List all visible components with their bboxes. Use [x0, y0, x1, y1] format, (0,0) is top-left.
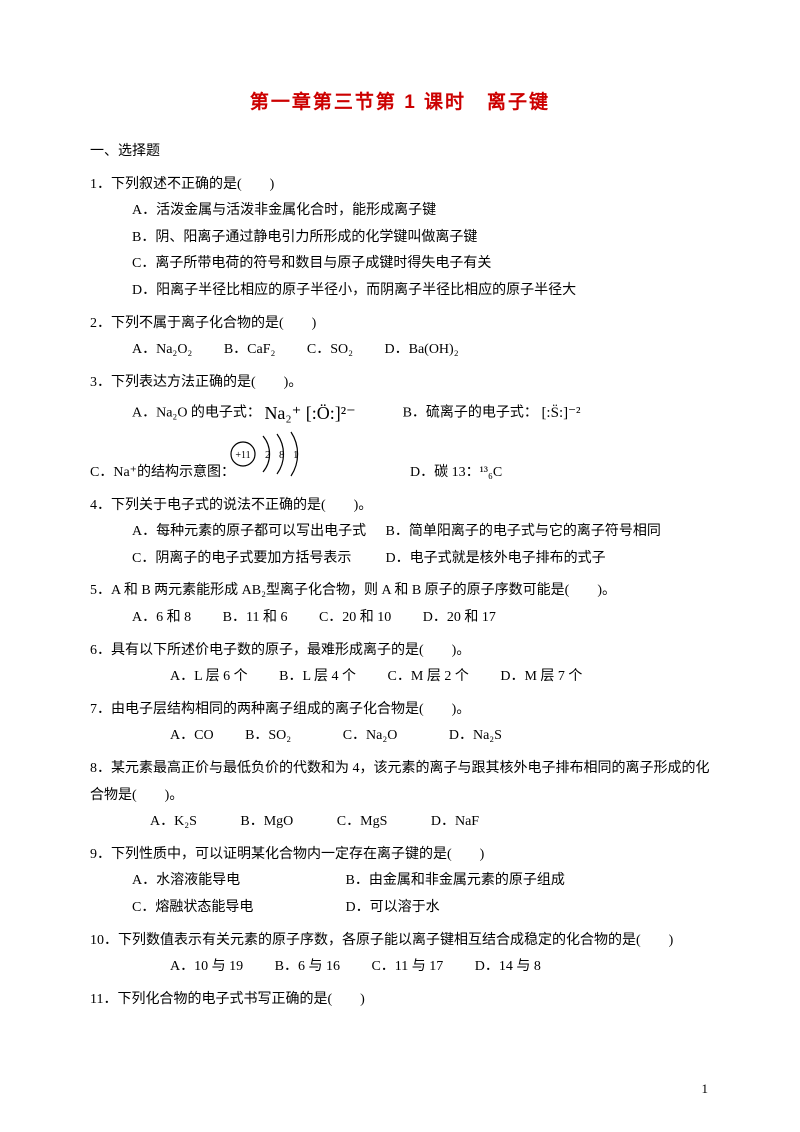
q8-option-b: B．MgO — [240, 809, 293, 836]
q6-option-a: A．L 层 6 个 — [170, 664, 248, 691]
q3-option-a-prefix: A．Na₂O 的电子式： — [132, 406, 261, 421]
q2-option-c: C．SO₂ — [307, 337, 353, 364]
atom-structure-diagram: +11 2 8 1 — [225, 428, 311, 491]
page-title: 第一章第三节第 1 课时 离子键 — [90, 85, 710, 121]
q9-text: 9．下列性质中，可以证明某化合物内一定存在离子键的是( ) — [90, 842, 710, 869]
question-9: 9．下列性质中，可以证明某化合物内一定存在离子键的是( ) A．水溶液能导电 B… — [90, 842, 710, 922]
q9-option-d: D．可以溶于水 — [346, 900, 440, 915]
q1-option-d: D．阳离子半径比相应的原子半径小，而阴离子半径比相应的原子半径大 — [132, 278, 710, 305]
question-5: 5．A 和 B 两元素能形成 AB₂型离子化合物，则 A 和 B 原子的原子序数… — [90, 578, 710, 631]
svg-text:1: 1 — [293, 449, 299, 461]
q5-text: 5．A 和 B 两元素能形成 AB₂型离子化合物，则 A 和 B 原子的原子序数… — [90, 578, 710, 605]
q8-option-c: C．MgS — [337, 809, 388, 836]
q5-option-b: B．11 和 6 — [223, 605, 288, 632]
question-6: 6．具有以下所述价电子数的原子，最难形成离子的是( )。 A．L 层 6 个 B… — [90, 638, 710, 691]
question-8: 8．某元素最高正价与最低负价的代数和为 4，该元素的离子与跟其核外电子排布相同的… — [90, 756, 710, 836]
q1-option-b: B．阴、阳离子通过静电引力所形成的化学键叫做离子键 — [132, 225, 710, 252]
q3-formula-b: [:S̈:]⁻² — [541, 399, 580, 428]
q10-option-a: A．10 与 19 — [170, 954, 243, 981]
q2-option-b: B．CaF₂ — [224, 337, 276, 364]
q6-option-c: C．M 层 2 个 — [388, 664, 469, 691]
page-number: 1 — [702, 1077, 709, 1102]
q7-option-d: D．Na₂S — [449, 723, 502, 750]
q1-text: 1．下列叙述不正确的是( ) — [90, 172, 710, 199]
q11-text: 11．下列化合物的电子式书写正确的是( ) — [90, 987, 710, 1014]
q4-option-c: C．阴离子的电子式要加方括号表示 — [132, 546, 382, 573]
question-2: 2．下列不属于离子化合物的是( ) A．Na₂O₂ B．CaF₂ C．SO₂ D… — [90, 311, 710, 364]
q6-option-d: D．M 层 7 个 — [500, 664, 582, 691]
question-1: 1．下列叙述不正确的是( ) A．活泼金属与活泼非金属化合时，能形成离子键 B．… — [90, 172, 710, 305]
q10-option-d: D．14 与 8 — [475, 954, 541, 981]
q3-option-d: D．碳 13：¹³₆C — [410, 460, 502, 487]
q1-option-a: A．活泼金属与活泼非金属化合时，能形成离子键 — [132, 198, 710, 225]
q3-option-b-prefix: B．硫离子的电子式： — [403, 406, 538, 421]
q10-text: 10．下列数值表示有关元素的原子序数，各原子能以离子键相互结合成稳定的化合物的是… — [90, 928, 710, 955]
q3-formula-a: Na₂⁺ [:Ö:]²⁻ — [264, 396, 355, 430]
q2-option-a: A．Na₂O₂ — [132, 337, 192, 364]
q2-text: 2．下列不属于离子化合物的是( ) — [90, 311, 710, 338]
svg-text:8: 8 — [279, 449, 285, 461]
question-3: 3．下列表达方法正确的是( )。 A．Na₂O 的电子式： Na₂⁺ [:Ö:]… — [90, 370, 710, 487]
question-7: 7．由电子层结构相同的两种离子组成的离子化合物是( )。 A．CO B．SO₂ … — [90, 697, 710, 750]
q6-text: 6．具有以下所述价电子数的原子，最难形成离子的是( )。 — [90, 638, 710, 665]
question-11: 11．下列化合物的电子式书写正确的是( ) — [90, 987, 710, 1014]
svg-text:2: 2 — [265, 449, 271, 461]
q4-option-a: A．每种元素的原子都可以写出电子式 — [132, 519, 382, 546]
q4-option-b: B．简单阳离子的电子式与它的离子符号相同 — [386, 524, 661, 539]
q5-option-a: A．6 和 8 — [132, 605, 191, 632]
q6-option-b: B．L 层 4 个 — [279, 664, 356, 691]
q3-option-c-prefix: C．Na⁺的结构示意图： — [90, 460, 235, 487]
q9-option-b: B．由金属和非金属元素的原子组成 — [346, 873, 565, 888]
q10-option-b: B．6 与 16 — [275, 954, 340, 981]
q2-option-d: D．Ba(OH)₂ — [385, 337, 459, 364]
q5-option-d: D．20 和 17 — [423, 605, 496, 632]
q8-option-a: A．K₂S — [150, 809, 197, 836]
q9-option-a: A．水溶液能导电 — [132, 868, 342, 895]
q8-option-d: D．NaF — [431, 809, 479, 836]
svg-text:+11: +11 — [235, 450, 250, 461]
question-10: 10．下列数值表示有关元素的原子序数，各原子能以离子键相互结合成稳定的化合物的是… — [90, 928, 710, 981]
q7-option-a: A．CO — [170, 723, 214, 750]
q3-text: 3．下列表达方法正确的是( )。 — [90, 370, 710, 397]
q7-option-c: C．Na₂O — [343, 723, 398, 750]
q5-option-c: C．20 和 10 — [319, 605, 391, 632]
q8-text: 8．某元素最高正价与最低负价的代数和为 4，该元素的离子与跟其核外电子排布相同的… — [90, 756, 710, 809]
q9-option-c: C．熔融状态能导电 — [132, 895, 342, 922]
q10-option-c: C．11 与 17 — [371, 954, 443, 981]
q1-option-c: C．离子所带电荷的符号和数目与原子成键时得失电子有关 — [132, 251, 710, 278]
q7-option-b: B．SO₂ — [245, 723, 291, 750]
q4-option-d: D．电子式就是核外电子排布的式子 — [386, 551, 606, 566]
question-4: 4．下列关于电子式的说法不正确的是( )。 A．每种元素的原子都可以写出电子式 … — [90, 493, 710, 573]
q4-text: 4．下列关于电子式的说法不正确的是( )。 — [90, 493, 710, 520]
q7-text: 7．由电子层结构相同的两种离子组成的离子化合物是( )。 — [90, 697, 710, 724]
section-heading: 一、选择题 — [90, 139, 710, 166]
